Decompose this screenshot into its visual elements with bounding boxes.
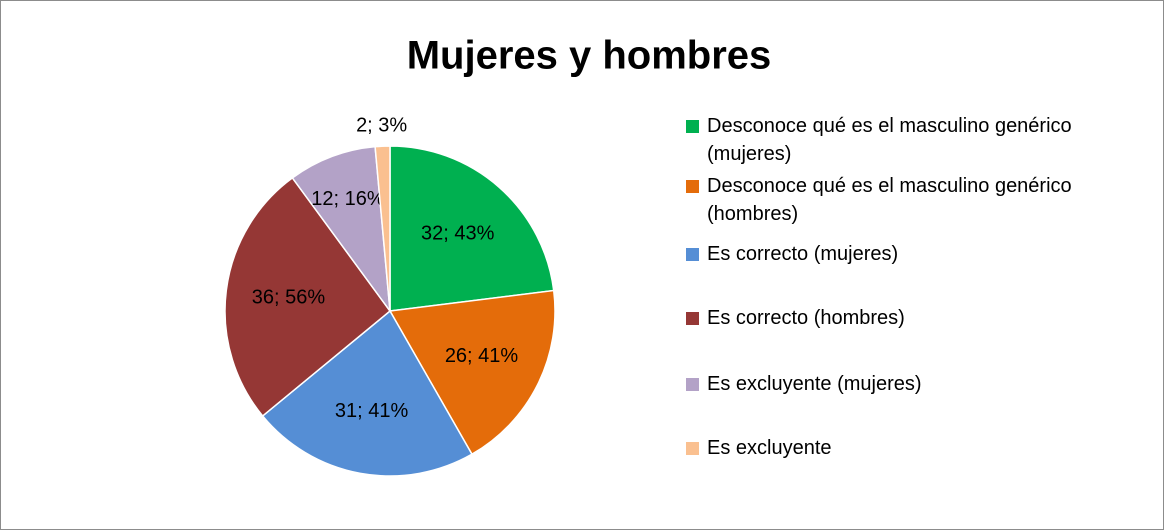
data-label: 2; 3% bbox=[356, 115, 407, 137]
legend-swatch bbox=[686, 120, 699, 133]
legend-entry: Es correcto (mujeres) bbox=[686, 240, 898, 268]
legend-label: Desconoce qué es el masculino genérico (… bbox=[707, 115, 1072, 165]
legend-swatch bbox=[686, 378, 699, 391]
pie-slice bbox=[374, 145, 391, 312]
legend-label: Es correcto (mujeres) bbox=[707, 243, 899, 265]
legend-entry: Es correcto (hombres) bbox=[686, 304, 905, 332]
legend-swatch bbox=[686, 312, 699, 325]
data-label: 36; 56% bbox=[252, 287, 326, 309]
legend-label: Es correcto (hombres) bbox=[707, 307, 905, 329]
data-label: 31; 41% bbox=[335, 400, 409, 422]
legend-swatch bbox=[686, 180, 699, 193]
pie-slice bbox=[224, 176, 392, 418]
legend-swatch bbox=[686, 248, 699, 261]
legend-label: Es excluyente (mujeres) bbox=[707, 373, 922, 395]
legend-label: Es excluyente bbox=[707, 437, 832, 459]
legend-entry: Es excluyente bbox=[686, 434, 832, 462]
pie-slice bbox=[388, 289, 556, 456]
legend-entry: Es excluyente (mujeres) bbox=[686, 370, 922, 398]
pie-slice bbox=[261, 309, 473, 477]
pie-slice bbox=[389, 145, 555, 312]
data-label: 32; 43% bbox=[421, 223, 495, 245]
data-label: 26; 41% bbox=[445, 345, 519, 367]
legend-swatch bbox=[686, 442, 699, 455]
data-label: 12; 16% bbox=[311, 188, 385, 210]
legend-label: Desconoce qué es el masculino genérico (… bbox=[707, 175, 1072, 225]
legend-entry: Desconoce qué es el masculino genérico (… bbox=[686, 112, 1146, 168]
chart-title: Mujeres y hombres bbox=[407, 34, 772, 78]
legend-entry: Desconoce qué es el masculino genérico (… bbox=[686, 172, 1146, 228]
pie-slice bbox=[291, 145, 391, 314]
